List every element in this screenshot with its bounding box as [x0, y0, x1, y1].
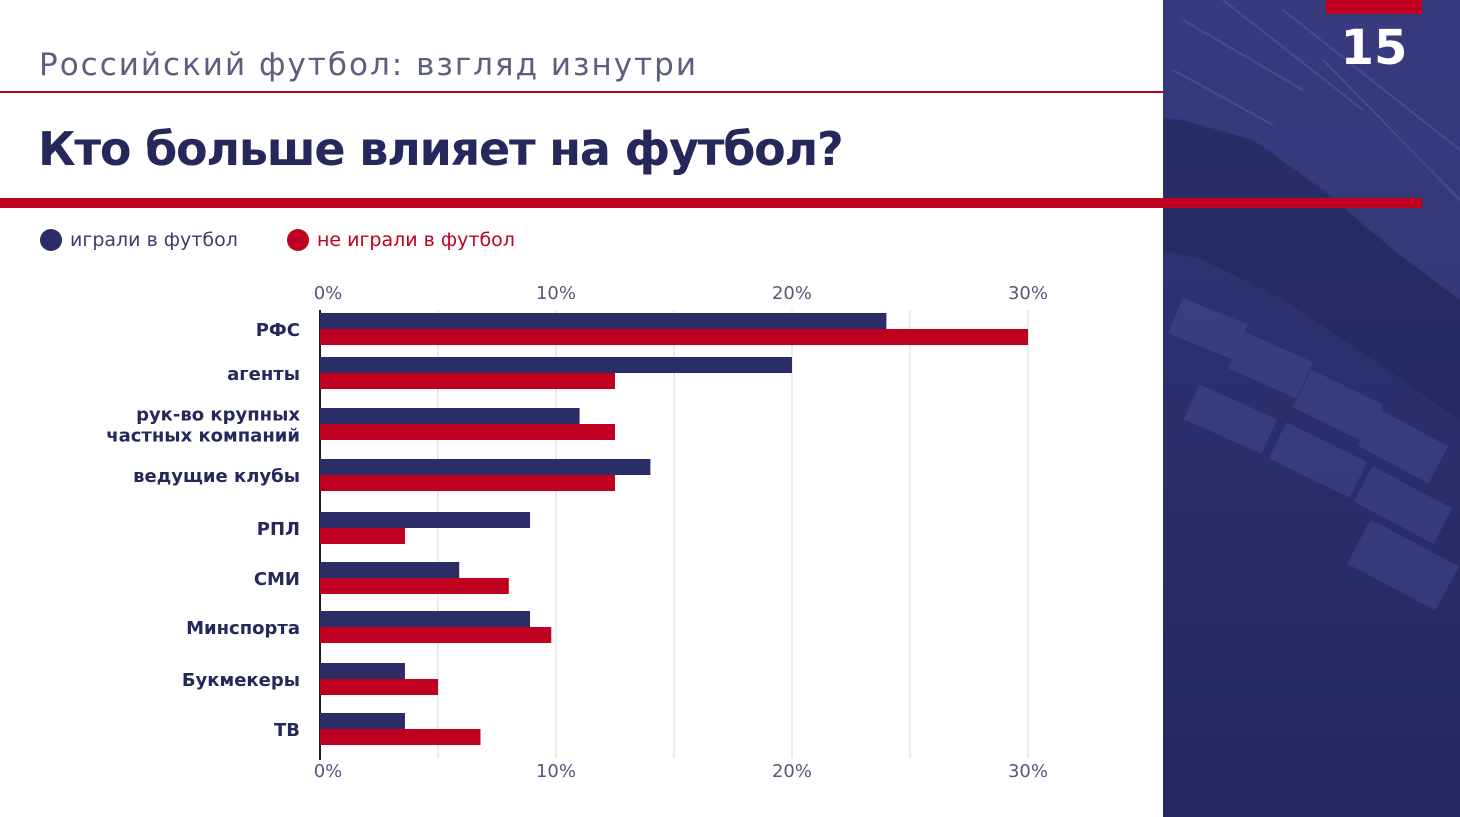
bar-played-8 — [320, 713, 405, 729]
bar-played-2 — [320, 408, 580, 424]
subtitle-rule — [0, 91, 1325, 93]
bar-played-3 — [320, 459, 651, 475]
bar-not-played-1 — [320, 373, 615, 389]
page-number-tab — [1326, 0, 1422, 14]
side-panel-graphic — [1163, 0, 1460, 817]
category-label-8: ТВ — [274, 720, 300, 741]
bar-not-played-5 — [320, 578, 509, 594]
building-facade-shadow — [1163, 118, 1460, 420]
bar-played-5 — [320, 562, 460, 578]
x-tick-label-top-3: 30% — [1008, 283, 1048, 304]
title-rule — [0, 198, 1422, 208]
legend-item-played: играли в футбол — [40, 229, 238, 251]
category-label-2: рук-во крупных частных компаний — [106, 405, 300, 447]
category-label-0: РФС — [256, 320, 300, 341]
bar-not-played-8 — [320, 729, 481, 745]
legend-label-not-played: не играли в футбол — [316, 229, 515, 251]
page-number: 15 — [1340, 20, 1408, 76]
x-tick-label-top-0: 0% — [314, 283, 343, 304]
legend-item-not-played: не играли в футбол — [286, 229, 515, 251]
bar-chart: 0% 10% 20% 30% 0% 10% 20% 30% РФС агенты рук-во кр… — [106, 283, 1048, 782]
x-tick-label-bottom-2: 20% — [772, 761, 812, 782]
category-label-5: СМИ — [254, 569, 300, 590]
bar-not-played-0 — [320, 329, 1028, 345]
bar-not-played-3 — [320, 475, 615, 491]
facade-sign-blocks — [1168, 298, 1459, 611]
bar-played-6 — [320, 611, 531, 627]
category-label-4: РПЛ — [257, 519, 300, 540]
bar-played-4 — [320, 512, 531, 528]
page-title: Кто больше влияет на футбол? — [38, 122, 844, 176]
bar-not-played-4 — [320, 528, 405, 544]
legend-dot-played — [40, 229, 62, 251]
category-label-3: ведущие клубы — [133, 466, 300, 487]
legend-label-played: играли в футбол — [70, 229, 238, 251]
x-tick-label-bottom-3: 30% — [1008, 761, 1048, 782]
bar-played-0 — [320, 313, 887, 329]
legend-dot-not-played — [286, 229, 309, 251]
legend: играли в футбол не играли в футбол — [40, 229, 559, 255]
x-tick-label-top-1: 10% — [536, 283, 576, 304]
category-label-1: агенты — [227, 364, 300, 385]
bar-not-played-6 — [320, 627, 552, 643]
x-tick-label-bottom-1: 10% — [536, 761, 576, 782]
facade-window-lines — [1172, 0, 1460, 201]
x-tick-label-top-2: 20% — [772, 283, 812, 304]
category-label-7: Букмекеры — [182, 670, 300, 691]
bar-not-played-2 — [320, 424, 615, 440]
bar-not-played-7 — [320, 679, 438, 695]
category-label-6: Минспорта — [186, 618, 300, 639]
bar-played-7 — [320, 663, 405, 679]
bar-played-1 — [320, 357, 792, 373]
side-panel — [1163, 0, 1460, 817]
page-subtitle: Российский футбол: взгляд изнутри — [39, 47, 698, 83]
building-facade-shape — [1163, 0, 1460, 300]
x-tick-label-bottom-0: 0% — [314, 761, 343, 782]
